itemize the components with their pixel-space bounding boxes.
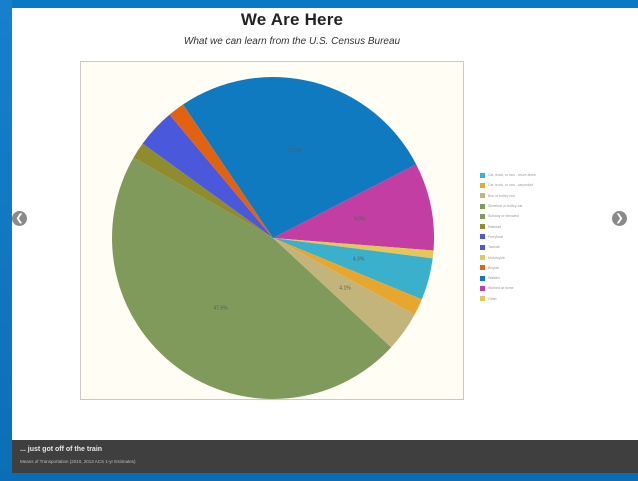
pie-slice-9[interactable] — [169, 104, 273, 238]
legend-swatch — [480, 285, 485, 291]
pie-slice-4[interactable] — [273, 238, 422, 315]
slide: We Are Here What we can learn from the U… — [12, 8, 638, 440]
pie-slice-label-1: 9.0% — [354, 217, 366, 223]
pie-slice-7[interactable] — [133, 143, 273, 238]
legend-item-12[interactable]: Other — [480, 294, 560, 304]
slide-subtitle: What we can learn from the U.S. Census B… — [183, 36, 401, 47]
chart-legend: Car, truck, or van - drove alone Car, tru… — [480, 170, 560, 304]
chevron-right-icon: ❯ — [615, 213, 624, 224]
blue-bottom-border — [0, 473, 638, 481]
legend-item-2[interactable]: Bus or trolley bus — [480, 191, 560, 201]
legend-item-3[interactable]: Streetcar or trolley car — [480, 201, 560, 211]
pie-slice-label-5: 4.1% — [339, 286, 351, 292]
pie-slice-label-0: 27.5% — [288, 148, 303, 154]
slide-title: We Are Here — [240, 10, 344, 29]
legend-swatch — [480, 213, 485, 219]
blue-top-border — [0, 0, 638, 8]
legend-swatch — [480, 275, 485, 281]
pie-slice-1[interactable] — [273, 164, 435, 251]
legend-label: Streetcar or trolley car — [488, 204, 523, 209]
legend-swatch — [480, 255, 485, 261]
legend-swatch — [480, 193, 485, 199]
pie-slice-6[interactable] — [111, 157, 392, 400]
caption-bar: ... just got off of the train Means of T… — [12, 440, 638, 473]
pie-slice-5[interactable] — [273, 238, 415, 348]
legend-item-0[interactable]: Car, truck, or van - drove alone — [480, 170, 560, 180]
legend-swatch — [480, 203, 485, 209]
prev-slide-button[interactable]: ❮ — [12, 211, 27, 226]
legend-swatch — [480, 182, 485, 188]
legend-item-5[interactable]: Railroad — [480, 221, 560, 231]
legend-item-8[interactable]: Motorcycle — [480, 252, 560, 262]
legend-swatch — [480, 296, 485, 302]
caption-subtitle: Means of Transportation (2010, 2013 ACS … — [20, 459, 136, 464]
legend-item-9[interactable]: Bicycle — [480, 263, 560, 273]
legend-item-7[interactable]: Taxicab — [480, 242, 560, 252]
pie-slice-label-3: 4.3% — [353, 257, 365, 263]
legend-label: Worked at home — [488, 286, 514, 291]
pie-chart: 27.5% 9.0% 4.3% 4.1% 47.5% — [111, 77, 435, 400]
pie-slice-3[interactable] — [273, 238, 433, 300]
legend-item-11[interactable]: Worked at home — [480, 283, 560, 293]
legend-label: Car, truck, or van - drove alone — [488, 173, 537, 178]
blue-left-border — [0, 0, 12, 481]
pie-slice-0[interactable] — [182, 77, 417, 238]
legend-label: Walked — [488, 276, 500, 281]
legend-label: Bicycle — [488, 265, 500, 270]
chart-frame: 27.5% 9.0% 4.3% 4.1% 47.5% — [80, 61, 464, 400]
caption-title: ... just got off of the train — [20, 446, 103, 453]
legend-item-6[interactable]: Ferryboat — [480, 232, 560, 242]
pie-slice-label-6: 47.5% — [213, 305, 228, 311]
legend-label: Ferryboat — [488, 234, 503, 239]
next-slide-button[interactable]: ❯ — [612, 211, 627, 226]
legend-swatch — [480, 224, 485, 230]
legend-label: Taxicab — [488, 245, 500, 250]
pie-slice-2[interactable] — [273, 238, 434, 259]
legend-label: Railroad — [488, 224, 502, 229]
legend-swatch — [480, 265, 485, 271]
legend-label: Car, truck, or van - carpooled — [488, 183, 534, 188]
legend-label: Bus or trolley bus — [488, 193, 516, 198]
legend-label: Other — [488, 296, 497, 301]
legend-item-10[interactable]: Walked — [480, 273, 560, 283]
legend-label: Subway or elevated — [488, 214, 519, 219]
legend-swatch — [480, 244, 485, 250]
legend-item-4[interactable]: Subway or elevated — [480, 211, 560, 221]
legend-label: Motorcycle — [488, 255, 505, 260]
legend-swatch — [480, 172, 485, 178]
chevron-left-icon: ❮ — [15, 213, 24, 224]
pie-slice-8[interactable] — [142, 114, 273, 238]
legend-item-1[interactable]: Car, truck, or van - carpooled — [480, 180, 560, 190]
legend-swatch — [480, 234, 485, 240]
